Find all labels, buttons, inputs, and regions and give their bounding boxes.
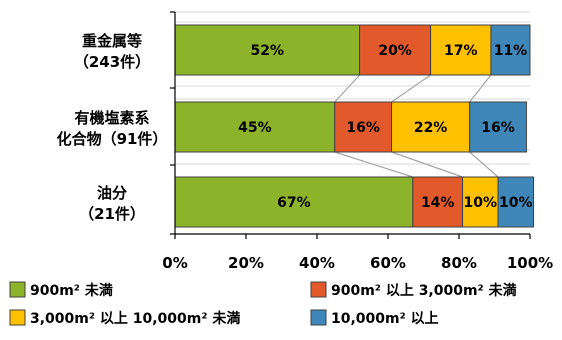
- bar-segment: [174, 24, 361, 76]
- bar-segment: [359, 24, 432, 76]
- series-connector-line: [334, 74, 361, 103]
- bar-segment: [391, 101, 471, 153]
- data-label: 52%: [251, 43, 285, 59]
- legend-swatch: [310, 309, 327, 326]
- x-tick-label: 60%: [370, 254, 406, 272]
- legend-label: 900m² 未満: [30, 282, 113, 299]
- data-label: 17%: [444, 43, 478, 59]
- category-label: 化合物（91件）: [57, 130, 168, 148]
- data-label: 16%: [481, 120, 515, 136]
- bar-segment: [462, 176, 499, 228]
- series-connector-line: [391, 151, 463, 178]
- x-tick-label: 100%: [507, 254, 553, 272]
- data-label: 45%: [238, 120, 272, 136]
- bar-segment: [490, 24, 531, 76]
- series-connector-line: [469, 74, 492, 103]
- bar-segment: [334, 101, 393, 153]
- data-label: 20%: [378, 43, 412, 59]
- bar-segment: [174, 101, 336, 153]
- bar-segment: [497, 176, 535, 228]
- x-tick-label: 0%: [162, 254, 187, 272]
- bar-segment: [412, 176, 464, 228]
- legend-label: 3,000m² 以上 10,000m² 未満: [30, 310, 240, 327]
- series-connector-line: [469, 151, 499, 178]
- category-label: 重金属等: [82, 32, 142, 50]
- x-tick-label: 40%: [299, 254, 335, 272]
- data-label: 16%: [346, 120, 380, 136]
- data-label: 14%: [421, 195, 455, 211]
- data-label: 22%: [414, 120, 448, 136]
- legend-label: 900m² 以上 3,000m² 未満: [331, 282, 517, 299]
- data-label: 10%: [499, 195, 533, 211]
- category-label: （21件）: [79, 205, 145, 223]
- x-tick-label: 80%: [441, 254, 477, 272]
- category-label: 油分: [97, 184, 127, 202]
- series-connector-line: [334, 151, 414, 178]
- series-connector-line: [391, 74, 431, 103]
- legend-swatch: [9, 309, 26, 326]
- legend-swatch: [9, 281, 26, 298]
- data-label: 67%: [277, 195, 311, 211]
- bar-segment: [469, 101, 527, 153]
- legend-swatch: [310, 281, 327, 298]
- bar-segment: [174, 176, 414, 228]
- x-tick-label: 20%: [228, 254, 264, 272]
- category-label: （243件）: [74, 53, 150, 71]
- category-label: 有機塩素系: [74, 109, 149, 127]
- legend-label: 10,000m² 以上: [331, 311, 439, 327]
- data-label: 11%: [494, 43, 528, 59]
- data-label: 10%: [464, 195, 498, 211]
